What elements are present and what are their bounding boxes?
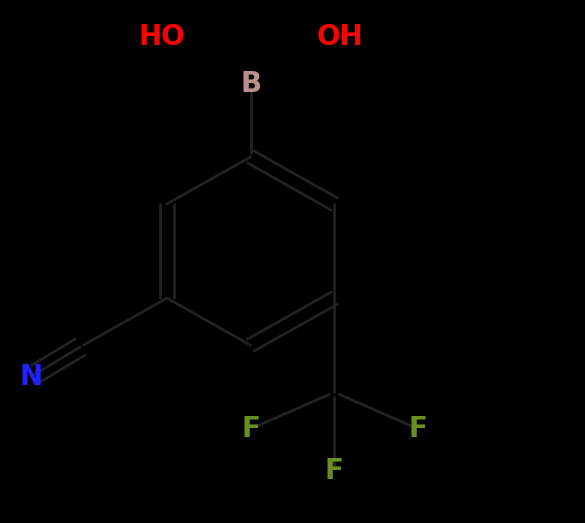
Text: F: F [408, 415, 428, 443]
Text: F: F [241, 415, 260, 443]
Text: N: N [19, 362, 43, 391]
Text: HO: HO [139, 22, 185, 51]
Text: B: B [240, 70, 261, 98]
Text: F: F [325, 457, 344, 485]
Text: OH: OH [316, 22, 363, 51]
